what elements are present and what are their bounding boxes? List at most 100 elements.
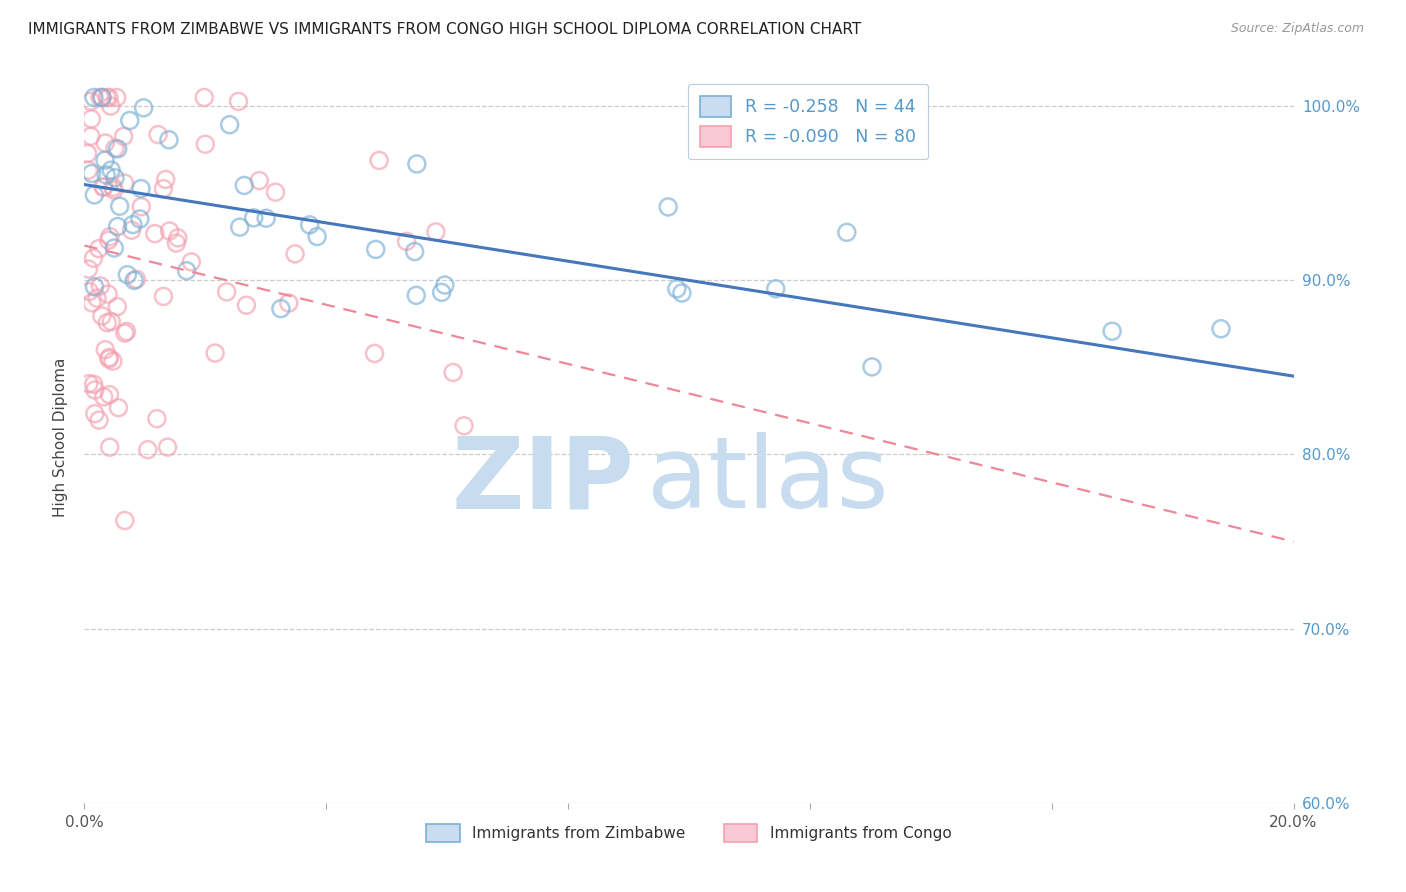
Point — [125, 272, 148, 286]
Point — [77, 262, 100, 277]
Point — [405, 288, 427, 302]
Point — [121, 218, 143, 232]
Point — [114, 176, 136, 190]
Point — [404, 244, 426, 259]
Point — [180, 255, 202, 269]
Point — [671, 285, 693, 300]
Point — [83, 407, 105, 421]
Point — [93, 390, 115, 404]
Point — [104, 141, 127, 155]
Point — [143, 227, 166, 241]
Point — [112, 129, 135, 144]
Point — [94, 343, 117, 357]
Point — [76, 146, 98, 161]
Point — [235, 298, 257, 312]
Point — [298, 218, 321, 232]
Point — [1101, 324, 1123, 338]
Point — [254, 211, 277, 226]
Point — [765, 282, 787, 296]
Point — [100, 314, 122, 328]
Point — [204, 346, 226, 360]
Point — [89, 90, 111, 104]
Point — [107, 142, 129, 156]
Point — [453, 418, 475, 433]
Point — [80, 166, 103, 180]
Point — [98, 229, 121, 244]
Point — [89, 279, 111, 293]
Point — [1209, 322, 1232, 336]
Point — [129, 181, 152, 195]
Point — [90, 309, 112, 323]
Point — [100, 99, 122, 113]
Legend: Immigrants from Zimbabwe, Immigrants from Congo: Immigrants from Zimbabwe, Immigrants fro… — [419, 816, 959, 850]
Point — [114, 514, 136, 528]
Point — [218, 118, 240, 132]
Point — [91, 90, 114, 104]
Point — [96, 90, 118, 104]
Point — [364, 243, 387, 257]
Point — [228, 95, 250, 109]
Point — [441, 366, 464, 380]
Point — [166, 231, 188, 245]
Text: ZIP: ZIP — [451, 433, 634, 530]
Point — [101, 354, 124, 368]
Point — [118, 113, 141, 128]
Point — [395, 235, 418, 249]
Point — [97, 287, 120, 301]
Point — [233, 178, 256, 193]
Point — [103, 241, 125, 255]
Point — [80, 112, 103, 126]
Point — [103, 183, 125, 197]
Point — [91, 90, 114, 104]
Point — [87, 242, 110, 256]
Point — [242, 211, 264, 225]
Point — [77, 163, 100, 178]
Point — [284, 247, 307, 261]
Point — [406, 157, 429, 171]
Point — [157, 133, 180, 147]
Point — [98, 440, 121, 454]
Point — [80, 95, 103, 109]
Point — [270, 301, 292, 316]
Point — [194, 137, 217, 152]
Point — [425, 225, 447, 239]
Point — [129, 211, 152, 226]
Point — [165, 235, 187, 250]
Point — [80, 129, 103, 144]
Point — [107, 401, 129, 415]
Point — [860, 359, 883, 374]
Point — [115, 325, 138, 339]
Text: atlas: atlas — [647, 433, 889, 530]
Point — [105, 300, 128, 314]
Point — [264, 185, 287, 199]
Point — [146, 411, 169, 425]
Point — [155, 172, 177, 186]
Point — [176, 264, 198, 278]
Point — [156, 440, 179, 454]
Point — [93, 180, 115, 194]
Point — [665, 282, 688, 296]
Point — [129, 200, 152, 214]
Point — [835, 225, 858, 239]
Point — [657, 200, 679, 214]
Point — [86, 291, 108, 305]
Point — [363, 346, 385, 360]
Point — [83, 188, 105, 202]
Point — [98, 90, 121, 104]
Point — [83, 280, 105, 294]
Point — [98, 351, 121, 366]
Point — [97, 233, 120, 247]
Point — [307, 229, 329, 244]
Text: Source: ZipAtlas.com: Source: ZipAtlas.com — [1230, 22, 1364, 36]
Point — [152, 289, 174, 303]
Point — [117, 268, 139, 282]
Point — [82, 251, 104, 265]
Point — [100, 163, 122, 178]
Point — [159, 224, 181, 238]
Point — [80, 295, 103, 310]
Point — [107, 219, 129, 234]
Point — [229, 220, 252, 235]
Point — [215, 285, 238, 299]
Point — [94, 168, 117, 182]
Point — [94, 153, 117, 168]
